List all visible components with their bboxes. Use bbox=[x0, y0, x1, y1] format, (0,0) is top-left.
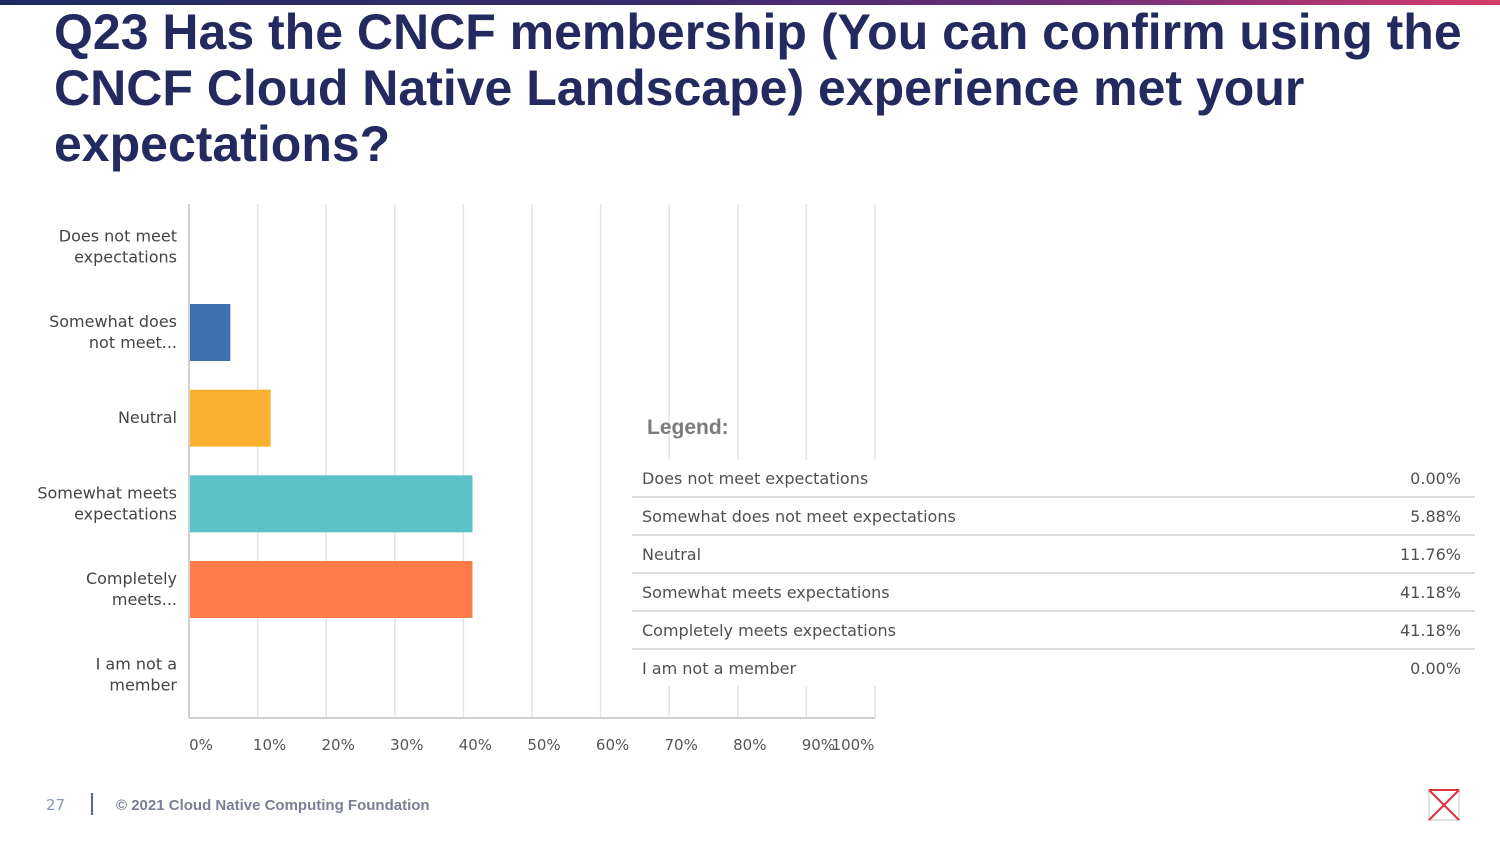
legend-value: 0.00% bbox=[1410, 658, 1461, 678]
x-tick-label: 40% bbox=[459, 736, 492, 754]
x-tick-label: 10% bbox=[253, 736, 286, 754]
category-label: Completely bbox=[86, 569, 177, 588]
legend-label: Somewhat does not meet expectations bbox=[642, 506, 956, 526]
category-label: Somewhat does bbox=[49, 312, 177, 331]
legend-row: Neutral 11.76% bbox=[632, 536, 1475, 574]
legend-value: 0.00% bbox=[1410, 468, 1461, 488]
slide-title: Q23 Has the CNCF membership (You can con… bbox=[54, 4, 1462, 172]
legend-row: Completely meets expectations 41.18% bbox=[632, 612, 1475, 650]
copyright-text: © 2021 Cloud Native Computing Foundation bbox=[116, 797, 430, 814]
bar bbox=[190, 389, 271, 447]
legend-row: Does not meet expectations 0.00% bbox=[632, 460, 1475, 498]
legend-table: Does not meet expectations 0.00% Somewhat … bbox=[632, 460, 1475, 686]
legend-title: Legend: bbox=[647, 416, 729, 439]
footer-divider bbox=[91, 793, 93, 815]
legend-label: Does not meet expectations bbox=[642, 468, 869, 488]
top-accent-bar bbox=[0, 0, 1500, 5]
legend-value: 41.18% bbox=[1399, 582, 1461, 602]
bar bbox=[190, 475, 473, 533]
legend-row: Somewhat meets expectations 41.18% bbox=[632, 574, 1475, 612]
category-label: not meet... bbox=[89, 333, 177, 352]
category-label: expectations bbox=[74, 247, 177, 266]
legend-value: 41.18% bbox=[1399, 620, 1461, 640]
legend-label: Somewhat meets expectations bbox=[642, 582, 890, 602]
x-tick-label: 100% bbox=[832, 736, 875, 754]
category-label: Does not meet bbox=[59, 226, 177, 245]
category-label: Somewhat meets bbox=[37, 483, 177, 502]
page-number: 27 bbox=[46, 796, 66, 814]
x-tick-label: 30% bbox=[390, 736, 423, 754]
legend-row: Somewhat does not meet expectations 5.88% bbox=[632, 498, 1475, 536]
category-label: expectations bbox=[74, 504, 177, 523]
category-label: I am not a bbox=[96, 655, 177, 674]
legend-label: Neutral bbox=[642, 544, 702, 564]
legend-label: Completely meets expectations bbox=[642, 620, 896, 640]
legend-row: I am not a member 0.00% bbox=[632, 650, 1475, 686]
legend-label: I am not a member bbox=[642, 658, 797, 678]
cncf-x-logo-icon bbox=[1428, 789, 1460, 821]
x-tick-label: 20% bbox=[322, 736, 355, 754]
x-tick-label: 60% bbox=[596, 736, 629, 754]
legend-value: 11.76% bbox=[1399, 544, 1461, 564]
bar bbox=[190, 304, 231, 361]
category-label: member bbox=[109, 676, 177, 695]
category-label: Neutral bbox=[118, 408, 177, 427]
bar bbox=[190, 561, 473, 618]
x-tick-label: 90% bbox=[802, 736, 835, 754]
x-tick-label: 0% bbox=[189, 736, 213, 754]
x-tick-label: 70% bbox=[665, 736, 698, 754]
bar-chart: 0% 10% 20% 30% 40% 50% 60% 70% 80% 90% 100% Does no… bbox=[0, 200, 900, 760]
x-tick-label: 80% bbox=[733, 736, 766, 754]
x-tick-label: 50% bbox=[527, 736, 560, 754]
chart-canvas: 0% 10% 20% 30% 40% 50% 60% 70% 80% 90%100% Does no… bbox=[37, 204, 876, 754]
category-label: meets... bbox=[112, 590, 177, 609]
legend-value: 5.88% bbox=[1410, 506, 1461, 526]
